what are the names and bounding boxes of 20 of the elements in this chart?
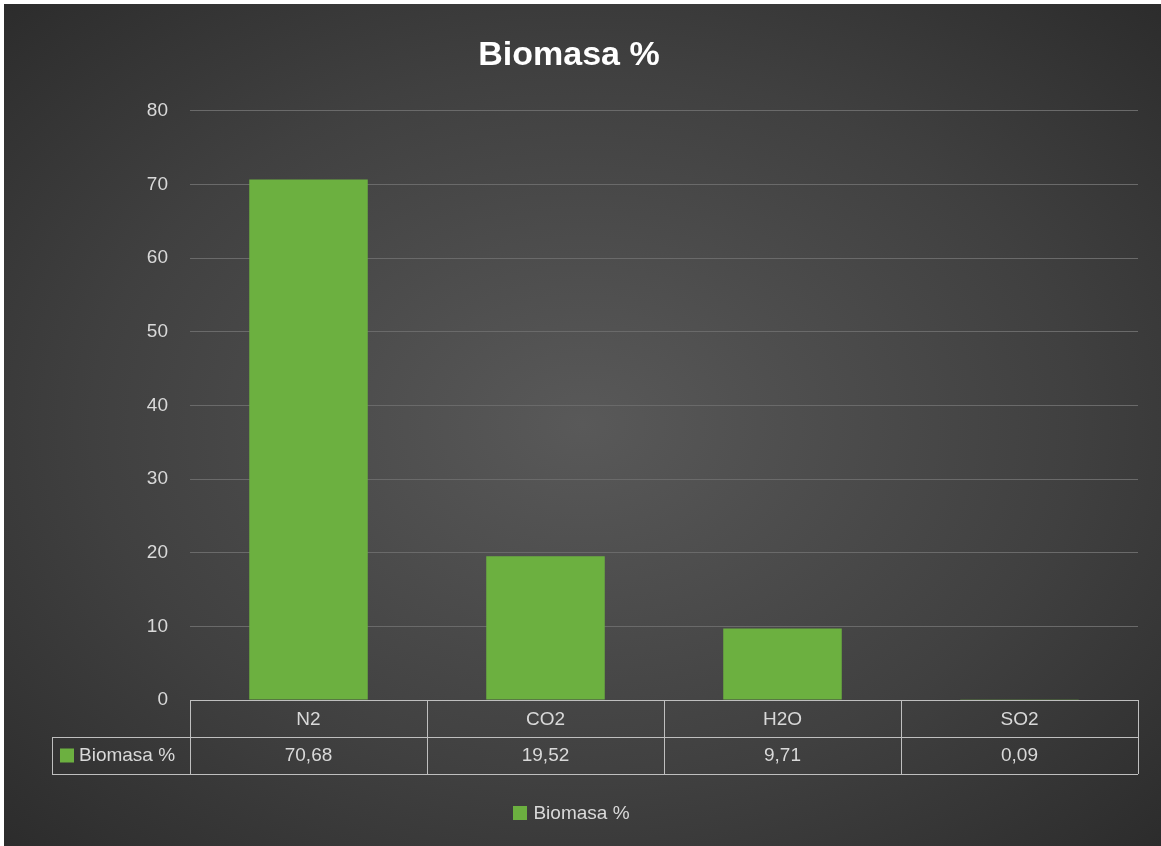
data-label: 70,68: [284, 743, 333, 765]
y-tick-label: 60: [146, 246, 168, 268]
y-tick-label: 20: [146, 540, 168, 562]
legend-label: Biomasa %: [79, 743, 176, 765]
x-tick-label: H2O: [762, 707, 803, 729]
data-label: 0,09: [1001, 743, 1038, 765]
x-tick-label: CO2: [525, 707, 566, 729]
y-tick-label: 50: [146, 319, 168, 341]
y-tick-label: 40: [146, 393, 168, 415]
y-tick-label: 30: [146, 467, 168, 489]
y-tick-label: 0: [157, 688, 168, 710]
data-label: 19,52: [521, 743, 570, 765]
x-tick-label: SO2: [1000, 707, 1039, 729]
data-label: 9,71: [764, 743, 801, 765]
chart-title: Biomasa %: [478, 33, 660, 72]
x-tick-label: N2: [296, 707, 321, 729]
y-tick-label: 70: [146, 172, 168, 194]
text: Biomasa %: [533, 802, 630, 823]
y-tick-label: 80: [146, 99, 168, 121]
y-tick-label: 10: [146, 614, 168, 636]
